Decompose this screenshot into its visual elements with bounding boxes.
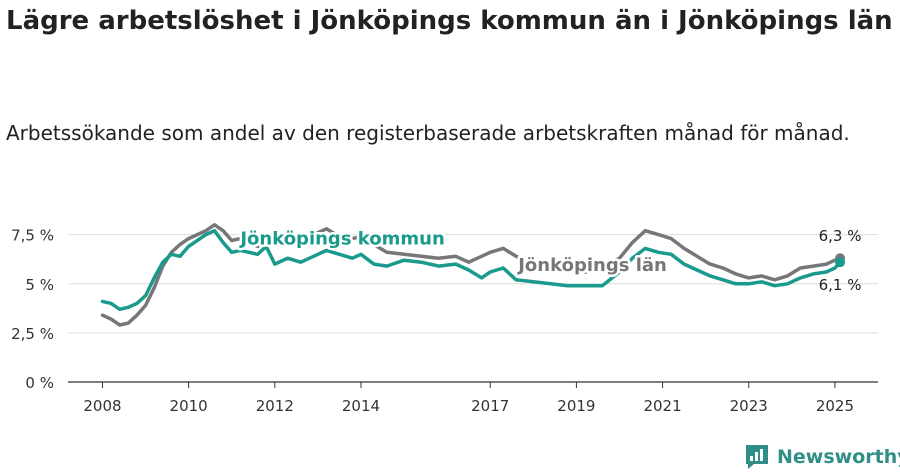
x-tick-label: 2023 [730, 397, 768, 415]
line-chart: 0 % 2,5 % 5 % 7,5 % 2008 2010 2012 2014 2017 2019… [11, 223, 878, 415]
series-end-label: 6,1 % [819, 276, 862, 294]
chart-title: Lägre arbetslöshet i Jönköpings kommun ä… [6, 6, 893, 36]
series-line-1 [100, 228, 842, 312]
y-tick-label: 5 % [25, 276, 54, 294]
x-tick-label: 2021 [643, 397, 681, 415]
series-end-dot-1 [835, 257, 846, 268]
y-tick-label: 7,5 % [11, 227, 54, 245]
series-end-label: 6,3 % [819, 227, 862, 245]
newsworthy-brand: Newsworthy [745, 442, 900, 472]
brand-name: Newsworthy [777, 446, 900, 468]
series-line-0 [100, 223, 842, 327]
x-tick-label: 2019 [557, 397, 595, 415]
x-tick-label: 2014 [342, 397, 380, 415]
series-label: Jönköpings län [516, 255, 667, 276]
x-tick-label: 2012 [256, 397, 294, 415]
newsworthy-logo-icon [746, 445, 768, 469]
x-tick-label: 2010 [170, 397, 208, 415]
y-tick-label: 0 % [25, 374, 54, 392]
x-tick-label: 2025 [816, 397, 854, 415]
x-tick-label: 2008 [83, 397, 121, 415]
series-label: Jönköpings kommun [238, 228, 444, 249]
x-tick-label: 2017 [471, 397, 509, 415]
y-tick-label: 2,5 % [11, 325, 54, 343]
chart-subtitle: Arbetssökande som andel av den registerb… [6, 121, 850, 145]
